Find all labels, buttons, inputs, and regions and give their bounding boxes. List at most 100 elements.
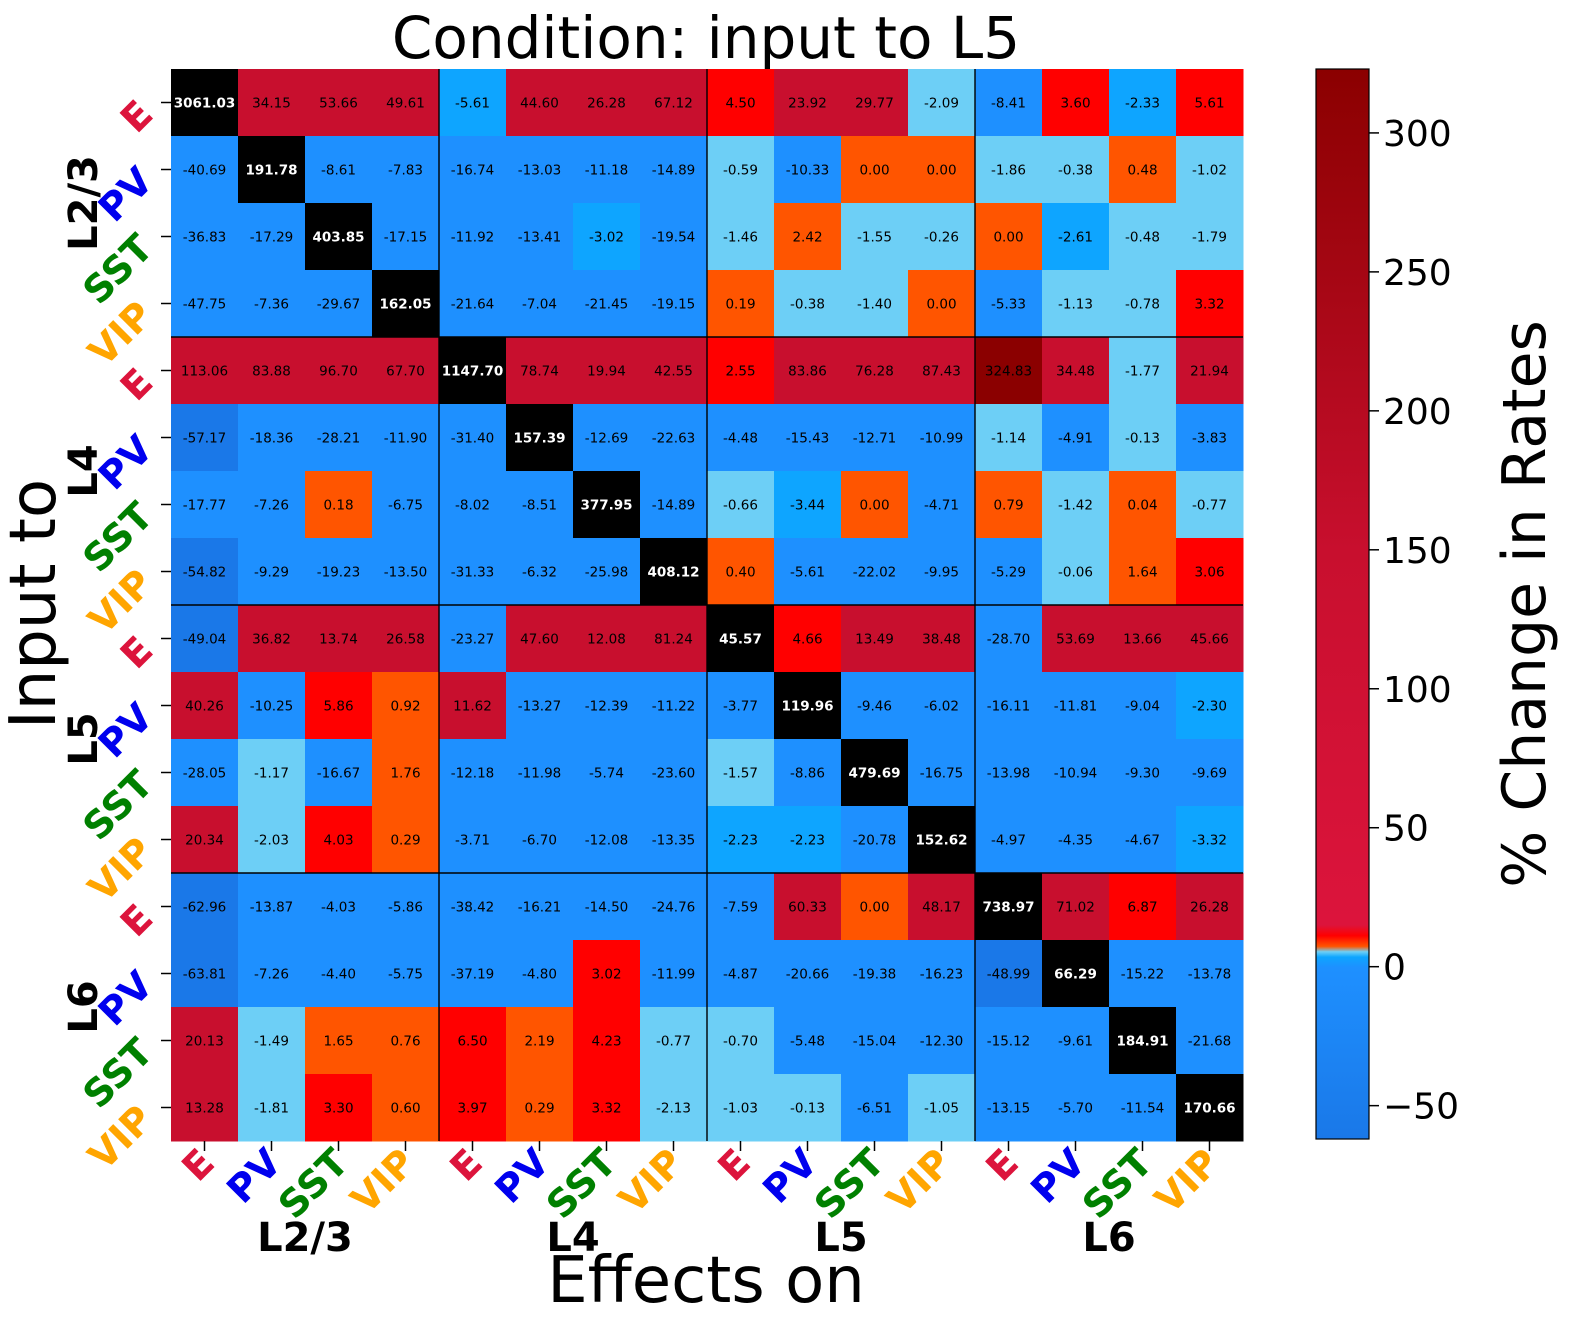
cell-value-label: 83.86 xyxy=(788,364,827,380)
heatmap-cell xyxy=(171,1074,239,1142)
heatmap-cell xyxy=(171,404,239,472)
heatmap-cell xyxy=(573,806,641,874)
heatmap-cell xyxy=(506,203,574,271)
heatmap-cell xyxy=(841,270,909,338)
heatmap-cell xyxy=(707,270,775,338)
cell-value-label: -1.14 xyxy=(991,431,1026,447)
heatmap-cell xyxy=(573,69,641,137)
x-population-label: VIP xyxy=(610,1140,692,1222)
heatmap-cell xyxy=(238,940,306,1008)
heatmap-cell xyxy=(506,1074,574,1142)
heatmap-cell xyxy=(1109,940,1177,1008)
heatmap-cell xyxy=(506,873,574,941)
colorbar-tick-label: 250 xyxy=(1383,253,1452,294)
colorbar-ticks: 300 250 200 150 100 50 0 −50 xyxy=(1369,114,1459,1128)
cell-value-label: -10.25 xyxy=(250,699,294,715)
heatmap-cell xyxy=(640,873,708,941)
cell-value-label: -12.08 xyxy=(585,833,629,849)
heatmap-cell xyxy=(573,605,641,673)
heatmap-cell xyxy=(975,940,1043,1008)
cell-value-label: 3.97 xyxy=(457,1101,487,1117)
heatmap-cell xyxy=(975,203,1043,271)
cell-value-label: -13.87 xyxy=(250,900,294,916)
heatmap-cell xyxy=(238,337,306,405)
cell-value-label: -29.67 xyxy=(317,297,361,313)
heatmap-cell xyxy=(908,1074,976,1142)
cell-value-label: 2.19 xyxy=(524,1034,554,1050)
cell-value-label: 408.12 xyxy=(647,565,699,581)
cell-value-label: 170.66 xyxy=(1183,1101,1235,1117)
cell-value-label: 44.60 xyxy=(520,96,559,112)
heatmap-cell xyxy=(975,873,1043,941)
heatmap-cell xyxy=(439,672,507,740)
cell-value-label: 6.50 xyxy=(457,1034,487,1050)
heatmap-cell xyxy=(171,337,239,405)
heatmap-cell xyxy=(1109,136,1177,204)
cell-value-label: -7.26 xyxy=(254,498,289,514)
heatmap-cell xyxy=(372,203,440,271)
cell-value-label: 81.24 xyxy=(654,632,693,648)
heatmap-cell xyxy=(774,605,842,673)
cell-value-label: -1.02 xyxy=(1192,163,1227,179)
cell-value-label: -9.46 xyxy=(857,699,892,715)
heatmap-cell xyxy=(573,672,641,740)
heatmap-cell xyxy=(439,69,507,137)
cell-value-label: -18.36 xyxy=(250,431,294,447)
heatmap-cell xyxy=(707,69,775,137)
cell-value-label: -15.04 xyxy=(853,1034,897,1050)
cell-value-label: -36.83 xyxy=(183,230,227,246)
cell-value-label: -1.55 xyxy=(857,230,892,246)
y-axis-title: Input to xyxy=(0,479,71,729)
cell-value-label: -14.89 xyxy=(652,498,696,514)
x-population-label: VIP xyxy=(878,1140,960,1222)
cell-value-label: -62.96 xyxy=(183,900,227,916)
heatmap-cell xyxy=(238,873,306,941)
y-population-label: VIP xyxy=(80,561,162,643)
cell-value-label: -11.54 xyxy=(1121,1101,1165,1117)
heatmap-cell xyxy=(1042,270,1110,338)
heatmap-cell xyxy=(506,471,574,539)
cell-value-label: -8.86 xyxy=(790,766,825,782)
cell-value-label: 3.02 xyxy=(591,967,621,983)
cell-value-label: -11.81 xyxy=(1054,699,1098,715)
cell-value-label: 53.66 xyxy=(319,96,358,112)
heatmap-cell xyxy=(506,337,574,405)
cell-value-label: -0.59 xyxy=(723,163,758,179)
heatmap-cell xyxy=(1109,806,1177,874)
heatmap-cell xyxy=(1176,337,1244,405)
cell-value-label: 3.32 xyxy=(591,1101,621,1117)
heatmap-cell xyxy=(707,1074,775,1142)
cell-value-label: -63.81 xyxy=(183,967,227,983)
heatmap-cell xyxy=(372,1074,440,1142)
cell-value-label: 96.70 xyxy=(319,364,358,380)
cell-value-label: -38.42 xyxy=(451,900,495,916)
y-layer-label: L2/3 xyxy=(61,155,107,251)
cell-value-label: 0.18 xyxy=(323,498,353,514)
cell-value-label: 377.95 xyxy=(580,498,632,514)
heatmap-cell xyxy=(1176,471,1244,539)
cell-value-label: -1.13 xyxy=(1058,297,1093,313)
heatmap-cell xyxy=(975,739,1043,807)
cell-value-label: -2.09 xyxy=(924,96,959,112)
heatmap-cell xyxy=(841,605,909,673)
cell-value-label: -5.61 xyxy=(455,96,490,112)
heatmap-cell xyxy=(908,69,976,137)
heatmap-cell xyxy=(238,1074,306,1142)
heatmap-cell xyxy=(640,471,708,539)
cell-value-label: -0.13 xyxy=(1125,431,1160,447)
heatmap-cell xyxy=(238,69,306,137)
heatmap-cell xyxy=(640,739,708,807)
heatmap-cell xyxy=(1042,940,1110,1008)
cell-value-label: -23.60 xyxy=(652,766,696,782)
heatmap-cell xyxy=(640,337,708,405)
cell-value-label: -4.40 xyxy=(321,967,356,983)
cell-value-label: -9.69 xyxy=(1192,766,1227,782)
cell-value-label: -3.71 xyxy=(455,833,490,849)
cell-value-label: 1.65 xyxy=(323,1034,353,1050)
heatmap-cell xyxy=(305,1074,373,1142)
x-layer-label: L2/3 xyxy=(257,1215,353,1261)
cell-value-label: -57.17 xyxy=(183,431,227,447)
cell-value-label: 0.40 xyxy=(725,565,755,581)
heatmap-cell xyxy=(171,605,239,673)
